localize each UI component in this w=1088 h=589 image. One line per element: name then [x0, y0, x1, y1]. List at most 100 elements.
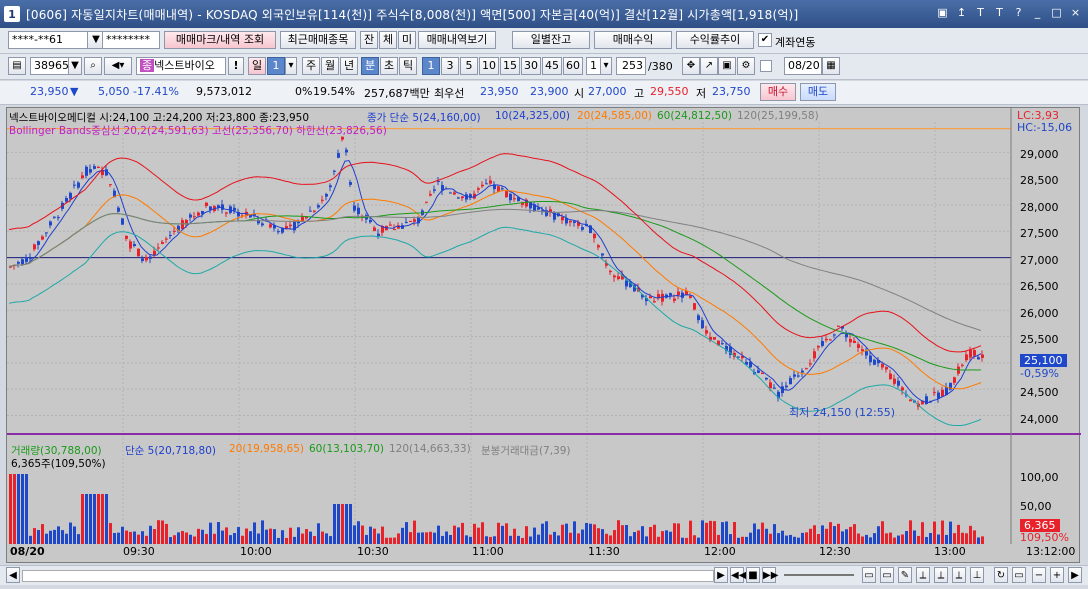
tab-executed[interactable]: 체 [379, 31, 397, 49]
return-trend-button[interactable]: 수익률추이 [676, 31, 754, 49]
chart-scrollbar[interactable]: ◀ ▶ ◀◀ ■ ▶▶ ▭ ▭ ✎ ⟂ ⟂ ⟂ ⊥ ↻ ▭ − + ▶ [0, 565, 1088, 585]
stock-name-field[interactable]: 종 넥스트바이오 [136, 57, 226, 75]
window-text-icon[interactable]: T [977, 6, 984, 19]
candle-body [369, 220, 372, 223]
period-day-value[interactable]: 1 [267, 57, 285, 75]
candle-body [393, 228, 396, 231]
window-help-icon[interactable]: ? [1015, 6, 1022, 19]
search-icon[interactable]: ⌕ [84, 57, 102, 75]
window-font-icon[interactable]: T [996, 6, 1003, 19]
price-volume-chart[interactable] [7, 108, 1081, 564]
volume-bar [13, 474, 16, 544]
quote-open: 27,000 [588, 85, 627, 98]
tool-icon[interactable]: ✎ [898, 567, 912, 583]
legend-ma5: 종가 단순 5(24,160,00) [367, 112, 481, 124]
zoom-out-icon[interactable]: − [1032, 567, 1046, 583]
plot-icon[interactable]: ⟂ [934, 567, 948, 583]
date-checkbox[interactable] [760, 60, 772, 72]
window-close-icon[interactable]: × [1070, 6, 1081, 19]
candle-body [341, 136, 344, 140]
interval-15-button[interactable]: 15 [500, 57, 520, 75]
volume-bar [697, 537, 700, 544]
save-icon[interactable]: ▣ [718, 57, 736, 75]
scroll-left-icon[interactable]: ◀ [6, 567, 20, 583]
period-week-button[interactable]: 주 [302, 57, 320, 75]
trade-profit-button[interactable]: 매매수익 [594, 31, 672, 49]
count-input[interactable]: 253 [616, 57, 646, 75]
zoom-fit-icon[interactable]: ▭ [862, 567, 876, 583]
volume-bar [485, 536, 488, 544]
alert-button[interactable]: ! [228, 57, 244, 75]
code-dropdown-icon[interactable]: ▼ [68, 57, 82, 75]
period-dropdown-icon[interactable]: ▾ [285, 57, 297, 75]
interval-3-button[interactable]: 3 [441, 57, 459, 75]
scroll-track[interactable] [22, 570, 714, 582]
account-field[interactable]: ****-**61 [8, 31, 88, 49]
legend-ma120: 120(25,199,58) [737, 110, 819, 122]
candle-body [121, 218, 124, 225]
volume-bar [45, 533, 48, 544]
draw-tool-icon[interactable]: ↗ [700, 57, 718, 75]
ruler-icon[interactable]: ⟂ [916, 567, 930, 583]
ma5-line [8, 160, 982, 403]
chart-area[interactable]: 넥스트바이오메디컬 시:24,100 고:24,200 저:23,800 종:2… [6, 107, 1081, 564]
stop-icon[interactable]: ■ [746, 567, 760, 583]
interval-1-button[interactable]: 1 [422, 57, 440, 75]
zoom-slider[interactable] [784, 574, 854, 576]
period-year-button[interactable]: 년 [340, 57, 358, 75]
calendar-icon[interactable]: ▦ [822, 57, 840, 75]
quote-low: 23,750 [712, 85, 751, 98]
account-link-checkbox[interactable]: ✔ [758, 33, 772, 47]
refresh-icon[interactable]: ↻ [994, 567, 1008, 583]
gear-icon[interactable]: ⚙ [737, 57, 755, 75]
window-maximize-icon[interactable]: □ [1051, 6, 1062, 19]
crosshair-icon[interactable]: ✥ [682, 57, 700, 75]
daily-balance-button[interactable]: 일별잔고 [512, 31, 590, 49]
period-tick-button[interactable]: 틱 [399, 57, 417, 75]
speaker-icon[interactable]: ◀▾ [104, 57, 132, 75]
candle-body [501, 188, 504, 190]
candle-body [293, 221, 296, 231]
candle-body [713, 337, 716, 340]
interval-dropdown-icon[interactable]: ▾ [600, 57, 612, 75]
candle-body [673, 298, 676, 301]
interval-60-button[interactable]: 60 [563, 57, 583, 75]
trade-history-button[interactable]: 매매내역보기 [418, 31, 496, 49]
period-minute-button[interactable]: 분 [361, 57, 379, 75]
volume-bar [681, 537, 684, 544]
tab-unfilled[interactable]: 미 [398, 31, 416, 49]
buy-button[interactable]: 매수 [760, 83, 796, 101]
window-minimize-icon[interactable]: _ [1034, 6, 1041, 19]
password-field[interactable]: ******** [102, 31, 160, 49]
interval-10-button[interactable]: 10 [479, 57, 499, 75]
interval-5-button[interactable]: 5 [460, 57, 478, 75]
volume-bar [53, 529, 56, 544]
zoom-in-icon[interactable]: + [1050, 567, 1064, 583]
candle-body [25, 257, 28, 262]
ma20-line [8, 189, 982, 390]
trade-mark-button[interactable]: 매매마크/내역 조회 [164, 31, 276, 49]
date-input[interactable]: 08/20 [784, 57, 822, 75]
window-pin-icon[interactable]: ↥ [956, 6, 967, 19]
rewind-icon[interactable]: ◀◀ [730, 567, 746, 583]
tab-balance[interactable]: 잔 [360, 31, 378, 49]
interval-45-button[interactable]: 45 [542, 57, 562, 75]
sell-button[interactable]: 매도 [800, 83, 836, 101]
tile-icon[interactable]: ▭ [880, 567, 894, 583]
period-month-button[interactable]: 월 [321, 57, 339, 75]
layout-icon[interactable]: ▤ [8, 57, 26, 75]
screen-icon[interactable]: ▭ [1012, 567, 1026, 583]
low-annotation: 최저 24,150 (12:55) [789, 406, 896, 419]
period-second-button[interactable]: 초 [380, 57, 398, 75]
volume-bar [721, 522, 724, 544]
volume-bar [425, 532, 428, 544]
align-icon[interactable]: ⟂ [952, 567, 966, 583]
interval-30-button[interactable]: 30 [521, 57, 541, 75]
period-day-button[interactable]: 일 [248, 57, 266, 75]
scroll-right-icon[interactable]: ▶ [1068, 567, 1082, 583]
window-link-icon[interactable]: ▣ [937, 6, 948, 19]
play-icon[interactable]: ▶ [714, 567, 728, 583]
recent-items-button[interactable]: 최근매매종목 [280, 31, 356, 49]
forward-icon[interactable]: ▶▶ [762, 567, 778, 583]
marker-icon[interactable]: ⊥ [970, 567, 984, 583]
